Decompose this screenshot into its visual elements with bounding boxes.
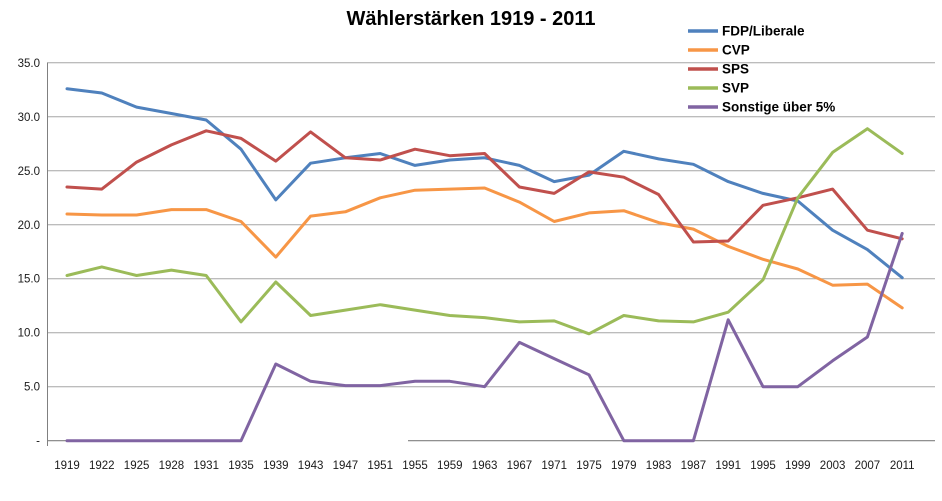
x-axis-tick-label-1979: 1979	[611, 460, 637, 472]
x-axis-tick-label-1931: 1931	[193, 460, 219, 472]
series-line-svp	[65, 127, 904, 336]
x-axis-tick-label-1983: 1983	[646, 460, 672, 472]
y-axis-tick-label-20.0: 20.0	[18, 220, 40, 232]
legend-label-svp: SVP	[722, 81, 749, 96]
x-axis-tick-label-1943: 1943	[298, 460, 324, 472]
x-axis-tick-label-1991: 1991	[715, 460, 741, 472]
legend-label-cvp: CVP	[722, 43, 750, 58]
x-axis-tick-label-1928: 1928	[159, 460, 185, 472]
x-axis-tick-label-1999: 1999	[785, 460, 811, 472]
x-axis-tick-label-1959: 1959	[437, 460, 463, 472]
x-axis-tick-label-2003: 2003	[820, 460, 846, 472]
series-line-cvp	[65, 186, 904, 310]
legend-label-sonstige-ueber-5: Sonstige über 5%	[722, 100, 835, 115]
x-axis-tick-label-1987: 1987	[681, 460, 707, 472]
x-axis-tick-label-1975: 1975	[576, 460, 602, 472]
series-line-fdp-liberale	[65, 87, 904, 280]
legend-item-cvp: CVP	[688, 43, 750, 58]
y-axis-tick-label-10.0: 10.0	[18, 328, 40, 340]
legend-item-svp: SVP	[688, 81, 749, 96]
x-axis-tick-label-1967: 1967	[507, 460, 533, 472]
x-axis-tick-label-1963: 1963	[472, 460, 498, 472]
x-axis-tick-label-1971: 1971	[541, 460, 567, 472]
legend-item-sonstige-ueber-5: Sonstige über 5%	[688, 100, 835, 115]
x-axis-tick-label-1919: 1919	[54, 460, 80, 472]
y-axis-tick-label-5.0: 5.0	[24, 382, 40, 394]
legend-label-fdp-liberale: FDP/Liberale	[722, 24, 805, 39]
x-axis-tick-label-1925: 1925	[124, 460, 150, 472]
legend-item-sps: SPS	[688, 62, 749, 77]
y-axis-tick-label-35.0: 35.0	[18, 58, 40, 70]
x-axis-tick-label-1935: 1935	[228, 460, 254, 472]
x-axis-tick-label-1939: 1939	[263, 460, 289, 472]
x-axis-tick-label-1995: 1995	[750, 460, 776, 472]
series-line-sonstige-ueber-5	[65, 231, 904, 443]
legend-label-sps: SPS	[722, 62, 749, 77]
y-axis-tick-label--: -	[36, 436, 40, 448]
x-axis-tick-label-2011: 2011	[890, 460, 915, 472]
x-axis-tick-label-1951: 1951	[367, 460, 393, 472]
legend-item-fdp-liberale: FDP/Liberale	[688, 24, 805, 39]
chart-title: Wählerstärken 1919 - 2011	[346, 8, 596, 30]
x-axis-tick-label-1922: 1922	[89, 460, 115, 472]
x-axis-tick-label-1955: 1955	[402, 460, 428, 472]
y-axis-tick-label-25.0: 25.0	[18, 166, 40, 178]
x-axis-tick-label-2007: 2007	[855, 460, 881, 472]
x-axis-tick-label-1947: 1947	[333, 460, 359, 472]
series-line-sps	[65, 129, 904, 244]
y-axis-tick-label-15.0: 15.0	[18, 274, 40, 286]
y-axis-tick-label-30.0: 30.0	[18, 112, 40, 124]
